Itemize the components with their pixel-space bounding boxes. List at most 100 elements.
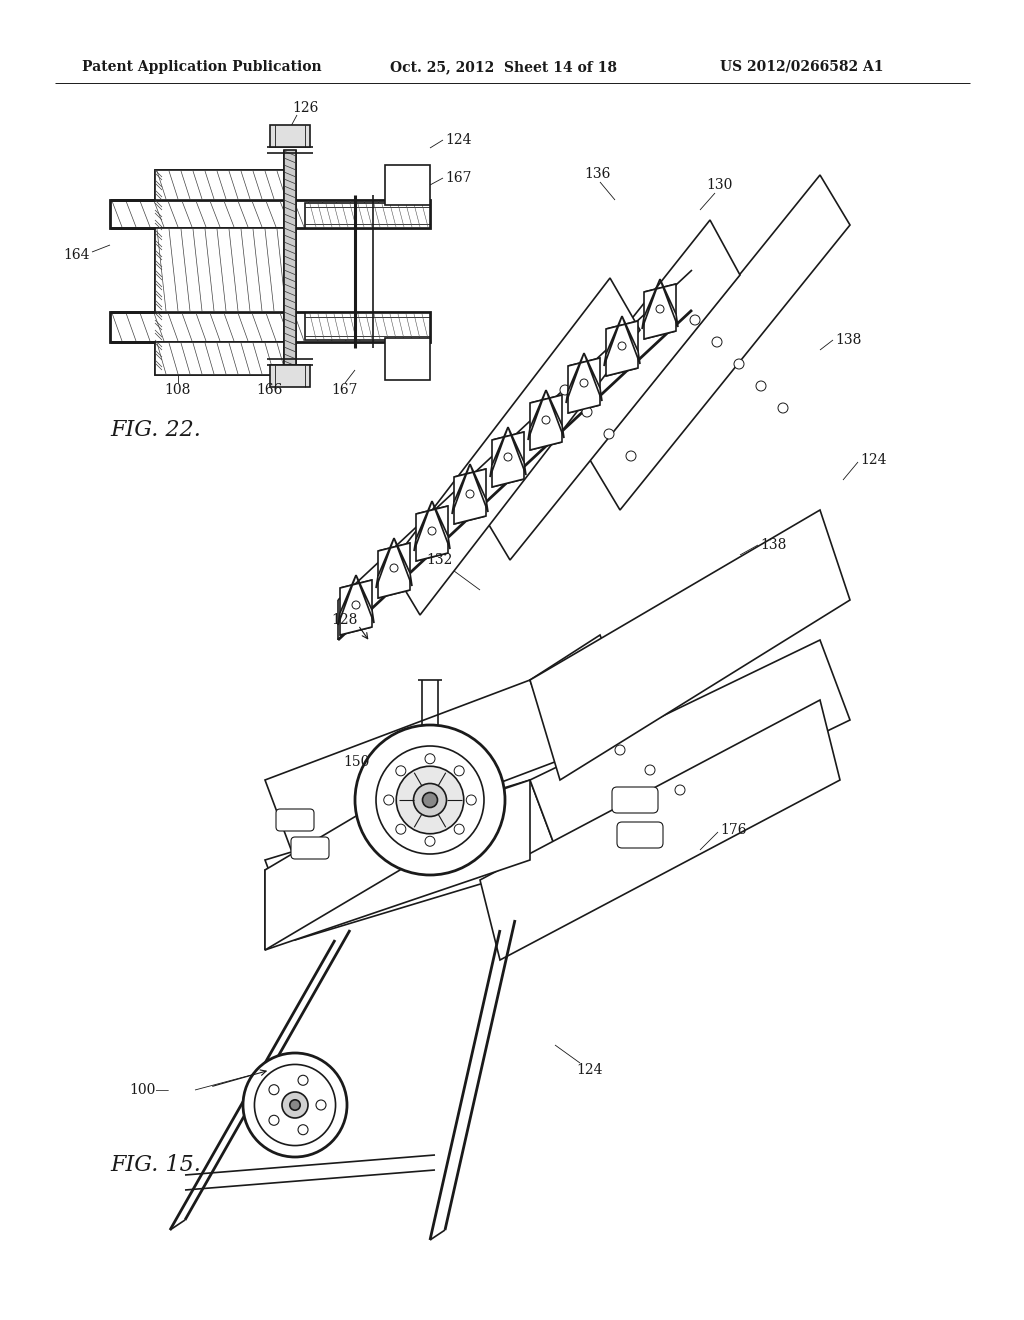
Polygon shape — [340, 579, 372, 635]
Polygon shape — [265, 789, 400, 950]
Text: Patent Application Publication: Patent Application Publication — [82, 59, 322, 74]
Polygon shape — [480, 700, 840, 960]
Polygon shape — [642, 279, 660, 329]
Polygon shape — [385, 165, 430, 205]
Circle shape — [376, 746, 484, 854]
Circle shape — [778, 403, 788, 413]
Text: 126: 126 — [292, 102, 318, 115]
Text: 100—: 100— — [130, 1082, 170, 1097]
Circle shape — [282, 1092, 308, 1118]
FancyBboxPatch shape — [617, 822, 663, 847]
Circle shape — [645, 766, 655, 775]
Polygon shape — [508, 426, 526, 475]
Circle shape — [615, 744, 625, 755]
Polygon shape — [155, 342, 285, 375]
Polygon shape — [378, 543, 410, 598]
Circle shape — [414, 784, 446, 817]
Polygon shape — [265, 780, 530, 950]
Polygon shape — [470, 465, 488, 512]
Polygon shape — [590, 176, 850, 510]
Circle shape — [390, 564, 398, 572]
Polygon shape — [305, 313, 430, 341]
Circle shape — [455, 766, 464, 776]
Circle shape — [428, 527, 436, 535]
Text: 132: 132 — [427, 553, 454, 568]
Text: 138: 138 — [760, 539, 786, 552]
Polygon shape — [338, 576, 356, 624]
FancyBboxPatch shape — [291, 837, 329, 859]
Text: 124: 124 — [860, 453, 887, 467]
Circle shape — [604, 429, 614, 440]
Text: FIG. 22.: FIG. 22. — [110, 418, 201, 441]
Polygon shape — [385, 338, 430, 380]
Polygon shape — [490, 426, 508, 477]
Circle shape — [425, 754, 435, 764]
Circle shape — [316, 1100, 326, 1110]
Text: 150: 150 — [344, 755, 370, 770]
Polygon shape — [568, 358, 600, 413]
Text: US 2012/0266582 A1: US 2012/0266582 A1 — [720, 59, 884, 74]
Circle shape — [384, 795, 394, 805]
Polygon shape — [480, 220, 740, 560]
Circle shape — [269, 1085, 279, 1094]
Polygon shape — [270, 125, 310, 147]
Circle shape — [396, 766, 406, 776]
Polygon shape — [530, 510, 850, 780]
Circle shape — [254, 1064, 336, 1146]
Text: Oct. 25, 2012  Sheet 14 of 18: Oct. 25, 2012 Sheet 14 of 18 — [390, 59, 617, 74]
Polygon shape — [528, 389, 546, 440]
Polygon shape — [604, 315, 622, 366]
FancyBboxPatch shape — [276, 809, 314, 832]
Circle shape — [423, 792, 437, 808]
Polygon shape — [394, 539, 412, 586]
Polygon shape — [584, 352, 602, 401]
Circle shape — [290, 1100, 300, 1110]
Polygon shape — [110, 201, 430, 228]
Polygon shape — [414, 502, 432, 550]
Circle shape — [756, 381, 766, 391]
Polygon shape — [452, 465, 470, 513]
Polygon shape — [530, 640, 850, 861]
Polygon shape — [606, 321, 638, 376]
Text: 167: 167 — [332, 383, 358, 397]
Polygon shape — [622, 315, 640, 364]
Circle shape — [580, 379, 588, 387]
Text: 124: 124 — [577, 1063, 603, 1077]
Polygon shape — [432, 502, 450, 549]
Polygon shape — [110, 312, 430, 342]
Polygon shape — [376, 539, 394, 587]
Circle shape — [396, 824, 406, 834]
Circle shape — [582, 407, 592, 417]
Polygon shape — [416, 506, 449, 561]
Polygon shape — [566, 352, 584, 403]
Text: 138: 138 — [835, 333, 861, 347]
Circle shape — [466, 490, 474, 498]
Text: 166: 166 — [257, 383, 284, 397]
Circle shape — [298, 1076, 308, 1085]
Polygon shape — [390, 279, 640, 615]
Text: 108: 108 — [165, 383, 191, 397]
Circle shape — [352, 601, 360, 609]
Polygon shape — [265, 780, 560, 940]
Circle shape — [618, 342, 626, 350]
Polygon shape — [155, 170, 285, 375]
Circle shape — [396, 766, 464, 834]
Circle shape — [466, 795, 476, 805]
Circle shape — [734, 359, 744, 370]
Polygon shape — [644, 284, 676, 339]
Text: 136: 136 — [585, 168, 611, 181]
FancyBboxPatch shape — [612, 787, 658, 813]
Polygon shape — [155, 228, 285, 312]
Polygon shape — [270, 366, 310, 387]
Polygon shape — [162, 177, 278, 368]
Polygon shape — [492, 432, 524, 487]
Circle shape — [712, 337, 722, 347]
Polygon shape — [265, 680, 560, 861]
Polygon shape — [530, 395, 562, 450]
Text: 130: 130 — [707, 178, 733, 191]
Polygon shape — [546, 389, 564, 438]
Circle shape — [560, 385, 570, 395]
Text: 128: 128 — [332, 612, 358, 627]
Text: 164: 164 — [63, 248, 90, 261]
Circle shape — [656, 305, 664, 313]
